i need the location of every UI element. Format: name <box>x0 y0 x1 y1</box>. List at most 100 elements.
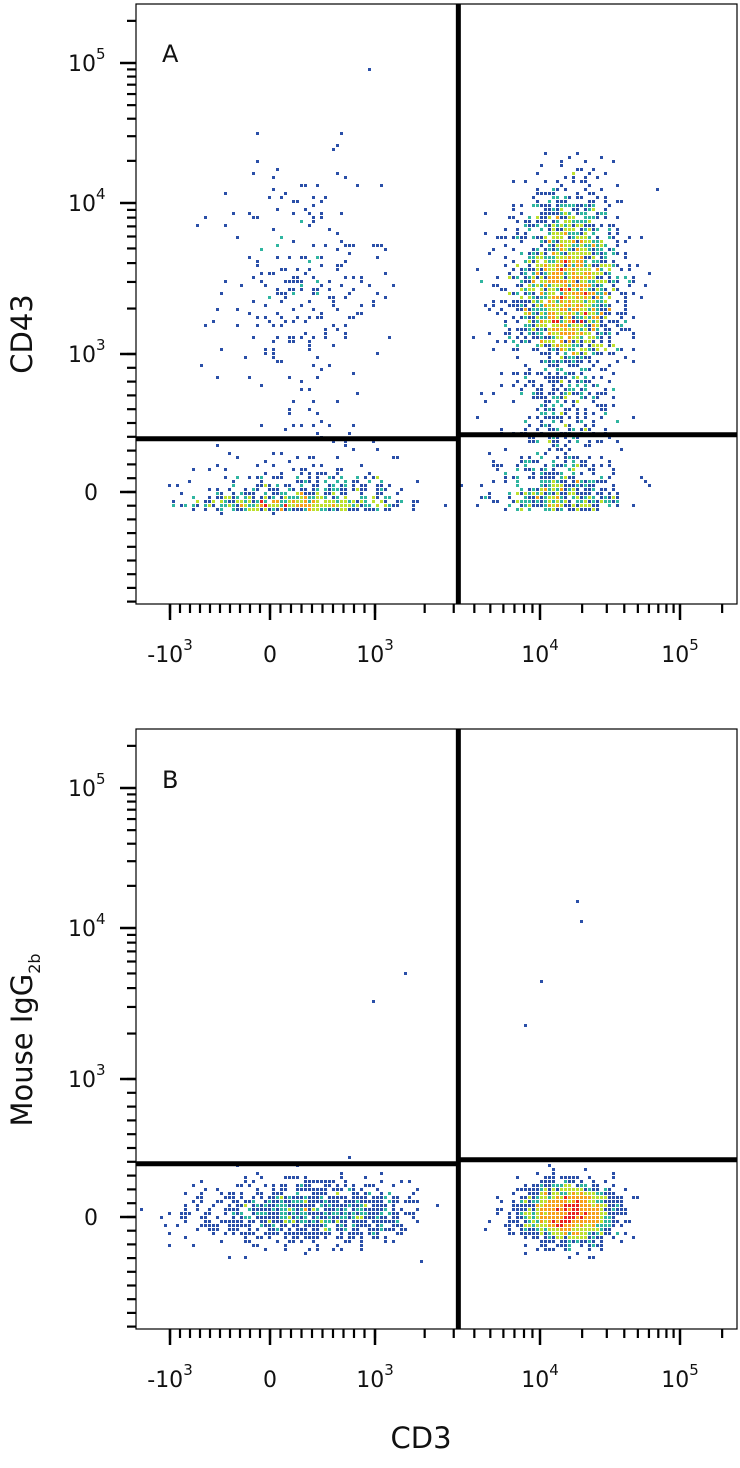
density-point <box>572 1208 575 1211</box>
density-point <box>544 328 547 331</box>
density-point <box>576 1184 579 1187</box>
density-point <box>584 1196 587 1199</box>
density-point <box>556 376 559 379</box>
density-point <box>404 1212 407 1215</box>
density-point <box>596 352 599 355</box>
density-point <box>544 1208 547 1211</box>
density-point <box>308 1220 311 1223</box>
density-point <box>268 1196 271 1199</box>
density-point <box>572 276 575 279</box>
density-point <box>632 336 635 339</box>
density-point <box>560 1196 563 1199</box>
density-point <box>260 248 263 251</box>
density-point <box>560 324 563 327</box>
density-point <box>580 428 583 431</box>
density-point <box>568 228 571 231</box>
density-point <box>324 472 327 475</box>
density-point <box>612 484 615 487</box>
density-point <box>392 1224 395 1227</box>
density-point <box>236 1224 239 1227</box>
density-point <box>596 248 599 251</box>
density-point <box>564 324 567 327</box>
density-point <box>544 1196 547 1199</box>
density-point <box>244 1200 247 1203</box>
density-point <box>220 508 223 511</box>
density-point <box>604 252 607 255</box>
density-point <box>552 280 555 283</box>
density-point <box>272 1196 275 1199</box>
density-point <box>584 348 587 351</box>
density-point <box>596 1244 599 1247</box>
density-point <box>600 1208 603 1211</box>
density-point <box>512 500 515 503</box>
density-point <box>268 1204 271 1207</box>
density-point <box>532 324 535 327</box>
density-point <box>656 188 659 191</box>
density-point <box>288 256 291 259</box>
density-point <box>592 264 595 267</box>
density-point <box>556 304 559 307</box>
density-point <box>616 496 619 499</box>
density-point <box>372 1228 375 1231</box>
density-point <box>548 480 551 483</box>
density-point <box>548 488 551 491</box>
density-point <box>596 1216 599 1219</box>
density-point <box>544 404 547 407</box>
density-point <box>252 500 255 503</box>
density-point <box>600 188 603 191</box>
density-point <box>356 476 359 479</box>
density-point <box>328 288 331 291</box>
density-point <box>620 328 623 331</box>
density-point <box>540 204 543 207</box>
density-point <box>248 1184 251 1187</box>
density-point <box>580 480 583 483</box>
density-point <box>548 352 551 355</box>
density-point <box>576 320 579 323</box>
density-point <box>276 476 279 479</box>
density-point <box>556 264 559 267</box>
density-point <box>572 392 575 395</box>
density-point <box>532 272 535 275</box>
density-point <box>532 1200 535 1203</box>
density-point <box>352 1232 355 1235</box>
density-point <box>624 300 627 303</box>
density-point <box>552 472 555 475</box>
density-point <box>328 1184 331 1187</box>
density-point <box>384 488 387 491</box>
density-point <box>332 296 335 299</box>
density-point <box>604 348 607 351</box>
density-point <box>612 252 615 255</box>
density-point <box>524 376 527 379</box>
density-point <box>540 496 543 499</box>
density-point <box>232 1196 235 1199</box>
density-point <box>320 1196 323 1199</box>
density-point <box>624 356 627 359</box>
density-point <box>592 260 595 263</box>
density-point <box>352 1192 355 1195</box>
density-point <box>344 1208 347 1211</box>
density-point <box>576 316 579 319</box>
density-point <box>560 1188 563 1191</box>
density-point <box>364 508 367 511</box>
density-point <box>324 328 327 331</box>
density-point <box>528 380 531 383</box>
density-point <box>300 1240 303 1243</box>
density-point <box>576 1192 579 1195</box>
density-point <box>576 340 579 343</box>
density-point <box>360 492 363 495</box>
density-point <box>616 440 619 443</box>
density-point <box>632 416 635 419</box>
density-point <box>520 492 523 495</box>
density-point <box>580 280 583 283</box>
density-point <box>280 472 283 475</box>
density-point <box>564 492 567 495</box>
density-point <box>232 1212 235 1215</box>
density-point <box>592 168 595 171</box>
density-point <box>344 1220 347 1223</box>
density-point <box>312 204 315 207</box>
density-point <box>508 492 511 495</box>
density-point <box>304 1200 307 1203</box>
density-point <box>584 332 587 335</box>
density-point <box>576 284 579 287</box>
density-point <box>604 324 607 327</box>
